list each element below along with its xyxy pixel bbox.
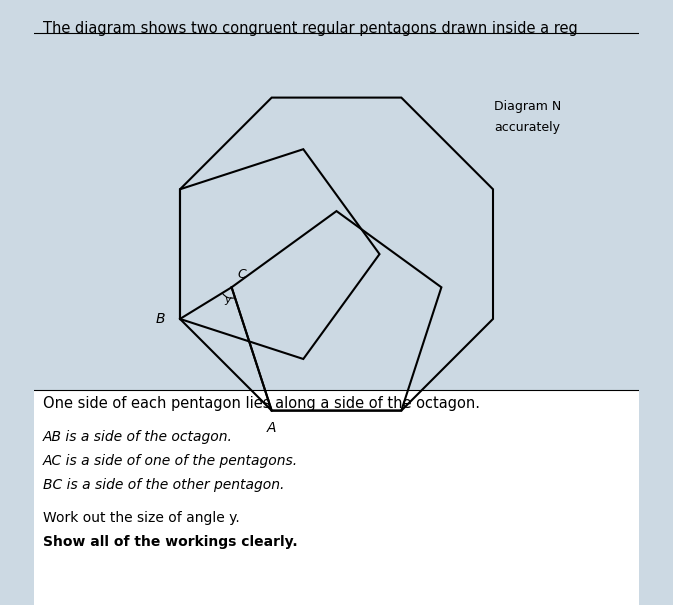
Text: Diagram N: Diagram N [494,100,561,113]
Text: B: B [156,312,166,326]
Text: C: C [238,269,246,281]
Text: accurately: accurately [494,121,560,134]
Text: y: y [225,295,232,304]
Text: The diagram shows two congruent regular pentagons drawn inside a reg: The diagram shows two congruent regular … [43,21,578,36]
Bar [34,390,639,605]
Text: AC is a side of one of the pentagons.: AC is a side of one of the pentagons. [43,454,298,468]
Text: A: A [267,422,277,436]
Text: Work out the size of angle y.: Work out the size of angle y. [43,511,240,525]
Text: AB is a side of the octagon.: AB is a side of the octagon. [43,430,233,443]
Text: One side of each pentagon lies along a side of the octagon.: One side of each pentagon lies along a s… [43,396,480,411]
Text: Show all of the workings clearly.: Show all of the workings clearly. [43,535,297,549]
Text: BC is a side of the other pentagon.: BC is a side of the other pentagon. [43,478,285,492]
